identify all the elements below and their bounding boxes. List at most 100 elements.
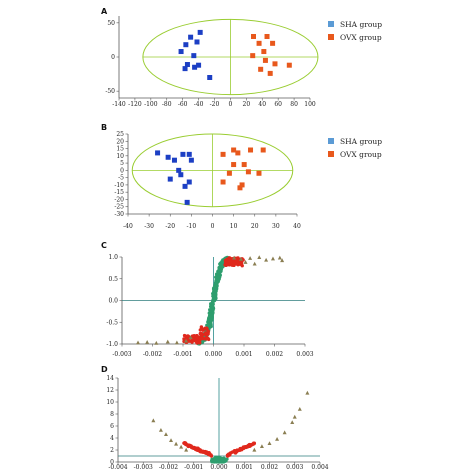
triangle-point (257, 255, 262, 260)
triangle-point (305, 390, 310, 395)
x-tick-label: -120 (128, 101, 142, 108)
triangle-point (174, 441, 179, 446)
red-point (199, 336, 204, 341)
sha-point (188, 157, 194, 163)
x-tick-label: 0.002 (266, 351, 283, 358)
red-point (198, 341, 202, 345)
red-point (206, 336, 210, 341)
ovx-point (272, 61, 278, 67)
x-tick-label: -80 (162, 101, 172, 108)
legend-swatch (328, 21, 334, 27)
sha-point (182, 183, 188, 189)
legend-label: OVX group (340, 33, 382, 42)
x-tick-label: -0.002 (143, 351, 162, 358)
ovx-point (220, 151, 226, 157)
sha-point (207, 75, 213, 80)
x-tick-label: -0.001 (184, 464, 203, 471)
panel-label-d: D (101, 365, 108, 374)
x-tick-label: -30 (144, 223, 154, 230)
y-tick-label: 10 (116, 153, 124, 160)
triangle-point (238, 256, 243, 261)
triangle-point (184, 447, 189, 452)
x-tick-label: 10 (230, 223, 238, 230)
ovx-point (248, 147, 254, 153)
x-tick-label: 0.000 (210, 464, 227, 471)
triangle-point (297, 407, 302, 411)
y-tick-label: 12 (106, 387, 114, 394)
sha-point (188, 34, 194, 40)
red-point (203, 450, 207, 455)
x-tick-label: -40 (123, 223, 133, 230)
sha-point (182, 66, 188, 72)
triangle-point (259, 444, 264, 448)
red-point (227, 257, 231, 261)
sha-point (192, 64, 198, 70)
ovx-point (256, 40, 262, 46)
legend-swatch (328, 151, 334, 157)
y-tick-label: 0 (120, 167, 124, 174)
red-point (232, 261, 236, 266)
x-tick-label: 40 (293, 223, 301, 230)
ovx-point (226, 170, 232, 176)
sha-point (183, 42, 189, 48)
sha-point (178, 172, 184, 178)
triangle-point (232, 255, 237, 260)
y-tick-label: 6 (110, 423, 114, 430)
y-tick-label: 5 (120, 160, 124, 167)
red-point (247, 443, 251, 447)
sha-point (171, 157, 177, 163)
ovx-point (231, 147, 237, 153)
x-tick-label: 100 (304, 101, 316, 108)
y-tick-label: 0 (111, 54, 115, 61)
legend-swatch (328, 34, 334, 40)
triangle-point (280, 258, 285, 263)
red-point (188, 339, 193, 343)
sha-point (184, 199, 190, 205)
x-tick-label: 0 (211, 223, 215, 230)
sha-point (155, 150, 161, 156)
y-tick-label: -15 (114, 189, 124, 196)
ovx-point (260, 147, 266, 153)
y-tick-label: 50 (107, 20, 115, 27)
triangle-point (169, 438, 174, 442)
red-point (197, 449, 202, 453)
teal-point (216, 458, 220, 463)
triangle-point (145, 340, 150, 344)
teal-point (211, 297, 216, 301)
y-tick-label: 10 (106, 399, 114, 406)
ovx-point (239, 182, 245, 188)
x-tick-label: -20 (210, 101, 220, 108)
triangle-point (184, 338, 189, 343)
x-tick-label: -10 (187, 223, 197, 230)
y-tick-label: 15 (116, 146, 124, 153)
x-tick-label: 40 (258, 101, 266, 108)
triangle-point (158, 428, 163, 432)
x-tick-label: 0.002 (261, 464, 278, 471)
panel-d: D -0.004 -0.003 -0.002 -0.001 0.000 0.001 0.002… (101, 365, 329, 471)
teal-point (220, 460, 224, 464)
y-tick-label: 4 (110, 435, 114, 442)
teal-point (216, 278, 221, 283)
red-point (195, 334, 200, 339)
x-tick-label: -0.002 (159, 464, 178, 471)
red-point (205, 327, 209, 331)
red-point (239, 446, 244, 451)
x-tick-label: 60 (274, 101, 282, 108)
x-tick-label: 80 (290, 101, 298, 108)
red-point (195, 448, 199, 452)
ovx-point (250, 34, 256, 39)
teal-point (220, 261, 225, 265)
red-point (186, 443, 190, 447)
sha-point (196, 62, 202, 68)
panel-label-b: B (101, 123, 107, 132)
x-tick-label: 0.000 (205, 351, 222, 358)
teal-point (210, 313, 214, 317)
red-point (225, 262, 230, 267)
triangle-point (151, 418, 156, 423)
ovx-point (245, 169, 251, 175)
triangle-point (179, 444, 184, 449)
teal-point (211, 304, 215, 309)
x-tick-label: -0.004 (108, 464, 127, 471)
x-tick-label: 30 (272, 223, 280, 230)
